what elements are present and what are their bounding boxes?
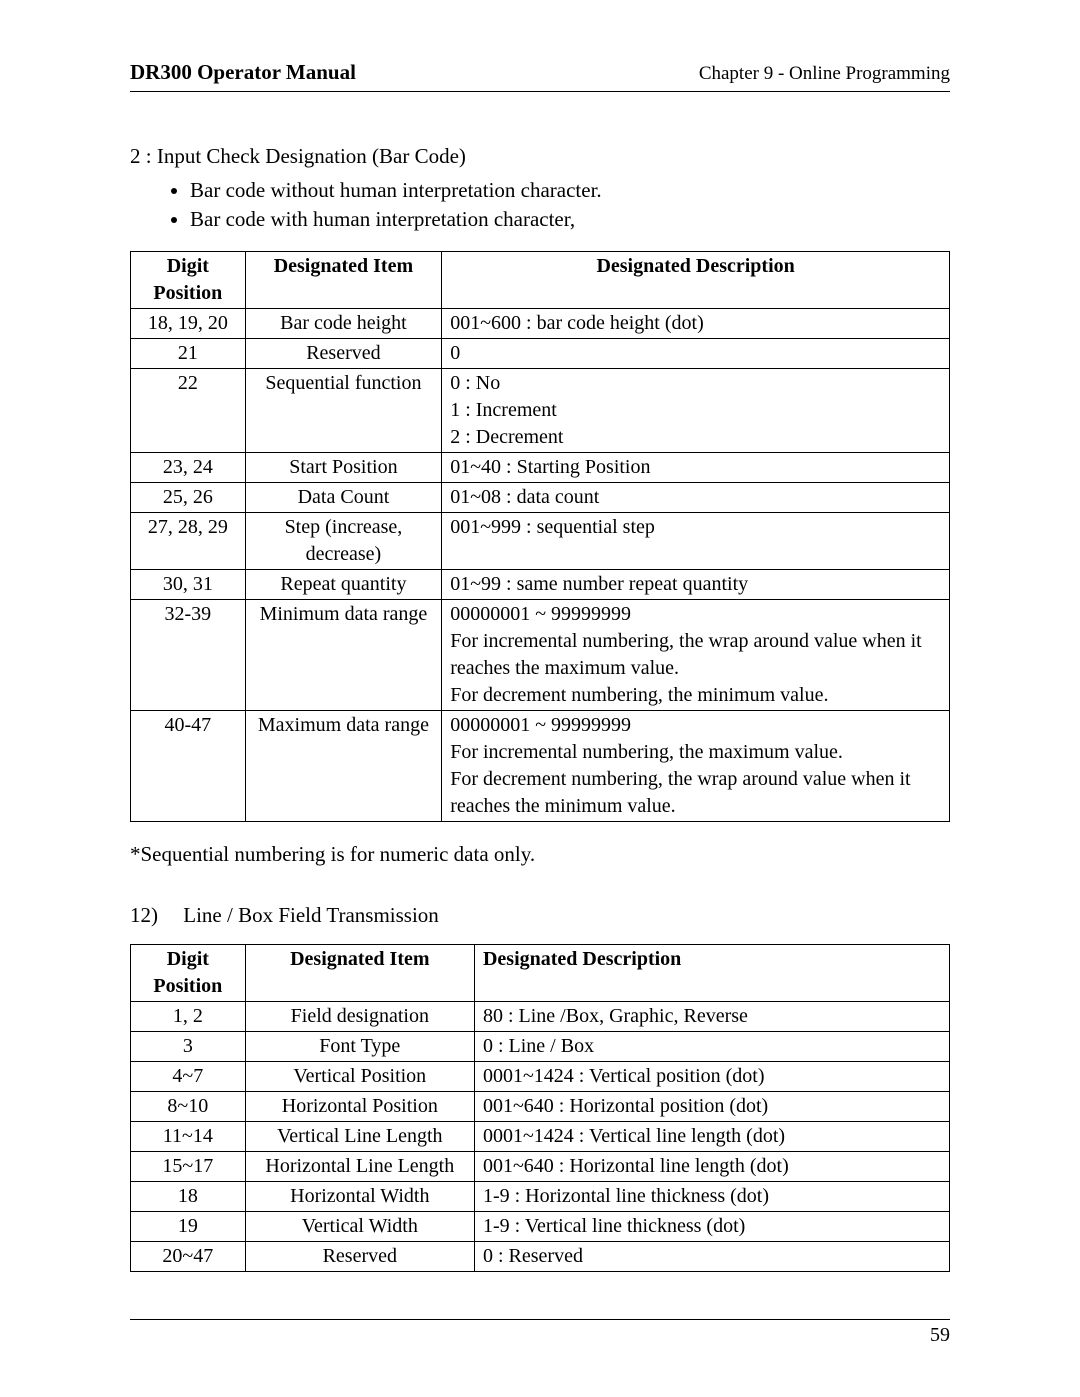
cell-description: 00000001 ~ 99999999 For incremental numb… bbox=[442, 711, 950, 822]
cell-description: 0 : No 1 : Increment 2 : Decrement bbox=[442, 369, 950, 453]
cell-item: Minimum data range bbox=[245, 600, 442, 711]
col-header-item: Designated Item bbox=[245, 945, 474, 1002]
cell-item: Start Position bbox=[245, 453, 442, 483]
table-row: 25, 26Data Count01~08 : data count bbox=[131, 483, 950, 513]
cell-item: Field designation bbox=[245, 1002, 474, 1032]
table-row: 19Vertical Width1-9 : Vertical line thic… bbox=[131, 1212, 950, 1242]
cell-item: Repeat quantity bbox=[245, 570, 442, 600]
cell-item: Horizontal Line Length bbox=[245, 1152, 474, 1182]
chapter-title: Chapter 9 - Online Programming bbox=[699, 63, 950, 85]
cell-position: 27, 28, 29 bbox=[131, 513, 246, 570]
cell-item: Horizontal Width bbox=[245, 1182, 474, 1212]
sequential-note: *Sequential numbering is for numeric dat… bbox=[130, 842, 950, 867]
cell-item: Horizontal Position bbox=[245, 1092, 474, 1122]
table-row: 23, 24Start Position01~40 : Starting Pos… bbox=[131, 453, 950, 483]
subsection-heading: 12) Line / Box Field Transmission bbox=[130, 903, 950, 928]
table-row: 27, 28, 29Step (increase, decrease)001~9… bbox=[131, 513, 950, 570]
cell-item: Vertical Line Length bbox=[245, 1122, 474, 1152]
cell-description: 001~999 : sequential step bbox=[442, 513, 950, 570]
manual-title: DR300 Operator Manual bbox=[130, 60, 356, 85]
cell-position: 1, 2 bbox=[131, 1002, 246, 1032]
subsection-title: Line / Box Field Transmission bbox=[183, 903, 439, 927]
cell-item: Vertical Position bbox=[245, 1062, 474, 1092]
cell-description: 1-9 : Horizontal line thickness (dot) bbox=[474, 1182, 949, 1212]
cell-position: 8~10 bbox=[131, 1092, 246, 1122]
cell-description: 001~600 : bar code height (dot) bbox=[442, 309, 950, 339]
cell-position: 30, 31 bbox=[131, 570, 246, 600]
cell-item: Vertical Width bbox=[245, 1212, 474, 1242]
cell-item: Maximum data range bbox=[245, 711, 442, 822]
cell-item: Sequential function bbox=[245, 369, 442, 453]
table-row: 3Font Type0 : Line / Box bbox=[131, 1032, 950, 1062]
cell-position: 23, 24 bbox=[131, 453, 246, 483]
cell-description: 0 bbox=[442, 339, 950, 369]
page: DR300 Operator Manual Chapter 9 - Online… bbox=[0, 0, 1080, 1397]
cell-description: 0001~1424 : Vertical line length (dot) bbox=[474, 1122, 949, 1152]
cell-description: 0 : Reserved bbox=[474, 1242, 949, 1272]
cell-position: 21 bbox=[131, 339, 246, 369]
intro-bullet-list: Bar code without human interpretation ch… bbox=[130, 176, 950, 233]
cell-description: 001~640 : Horizontal position (dot) bbox=[474, 1092, 949, 1122]
col-header-position: Digit Position bbox=[131, 252, 246, 309]
cell-position: 25, 26 bbox=[131, 483, 246, 513]
cell-position: 22 bbox=[131, 369, 246, 453]
table-row: 32-39Minimum data range00000001 ~ 999999… bbox=[131, 600, 950, 711]
cell-position: 11~14 bbox=[131, 1122, 246, 1152]
cell-description: 00000001 ~ 99999999 For incremental numb… bbox=[442, 600, 950, 711]
cell-description: 1-9 : Vertical line thickness (dot) bbox=[474, 1212, 949, 1242]
page-footer: 59 bbox=[130, 1319, 950, 1347]
cell-position: 20~47 bbox=[131, 1242, 246, 1272]
col-header-desc: Designated Description bbox=[442, 252, 950, 309]
table-row: 30, 31Repeat quantity01~99 : same number… bbox=[131, 570, 950, 600]
cell-item: Reserved bbox=[245, 339, 442, 369]
table-row: 11~14Vertical Line Length0001~1424 : Ver… bbox=[131, 1122, 950, 1152]
linebox-table: Digit Position Designated Item Designate… bbox=[130, 944, 950, 1272]
cell-position: 15~17 bbox=[131, 1152, 246, 1182]
cell-position: 19 bbox=[131, 1212, 246, 1242]
cell-description: 01~40 : Starting Position bbox=[442, 453, 950, 483]
subsection-number: 12) bbox=[130, 903, 178, 928]
cell-item: Bar code height bbox=[245, 309, 442, 339]
cell-description: 001~640 : Horizontal line length (dot) bbox=[474, 1152, 949, 1182]
page-number: 59 bbox=[930, 1324, 950, 1346]
table-row: 1, 2Field designation80 : Line /Box, Gra… bbox=[131, 1002, 950, 1032]
col-header-position: Digit Position bbox=[131, 945, 246, 1002]
cell-position: 32-39 bbox=[131, 600, 246, 711]
page-header: DR300 Operator Manual Chapter 9 - Online… bbox=[130, 60, 950, 92]
cell-item: Data Count bbox=[245, 483, 442, 513]
cell-description: 0 : Line / Box bbox=[474, 1032, 949, 1062]
cell-description: 01~99 : same number repeat quantity bbox=[442, 570, 950, 600]
table-row: 8~10Horizontal Position001~640 : Horizon… bbox=[131, 1092, 950, 1122]
col-header-item: Designated Item bbox=[245, 252, 442, 309]
cell-description: 80 : Line /Box, Graphic, Reverse bbox=[474, 1002, 949, 1032]
table-row: 40-47Maximum data range00000001 ~ 999999… bbox=[131, 711, 950, 822]
cell-position: 3 bbox=[131, 1032, 246, 1062]
cell-position: 18, 19, 20 bbox=[131, 309, 246, 339]
cell-item: Reserved bbox=[245, 1242, 474, 1272]
table-row: 18Horizontal Width1-9 : Horizontal line … bbox=[131, 1182, 950, 1212]
table-row: 4~7Vertical Position0001~1424 : Vertical… bbox=[131, 1062, 950, 1092]
intro-bullet: Bar code without human interpretation ch… bbox=[190, 176, 950, 204]
barcode-table: Digit Position Designated Item Designate… bbox=[130, 251, 950, 822]
col-header-desc: Designated Description bbox=[474, 945, 949, 1002]
intro-bullet: Bar code with human interpretation chara… bbox=[190, 205, 950, 233]
table-row: 22Sequential function0 : No 1 : Incremen… bbox=[131, 369, 950, 453]
table-row: 20~47Reserved0 : Reserved bbox=[131, 1242, 950, 1272]
intro-line: 2 : Input Check Designation (Bar Code) bbox=[130, 142, 950, 170]
table-row: 21Reserved0 bbox=[131, 339, 950, 369]
cell-position: 4~7 bbox=[131, 1062, 246, 1092]
table-row: 18, 19, 20Bar code height001~600 : bar c… bbox=[131, 309, 950, 339]
cell-position: 40-47 bbox=[131, 711, 246, 822]
table-row: 15~17Horizontal Line Length001~640 : Hor… bbox=[131, 1152, 950, 1182]
cell-description: 01~08 : data count bbox=[442, 483, 950, 513]
cell-item: Step (increase, decrease) bbox=[245, 513, 442, 570]
cell-item: Font Type bbox=[245, 1032, 474, 1062]
cell-position: 18 bbox=[131, 1182, 246, 1212]
cell-description: 0001~1424 : Vertical position (dot) bbox=[474, 1062, 949, 1092]
